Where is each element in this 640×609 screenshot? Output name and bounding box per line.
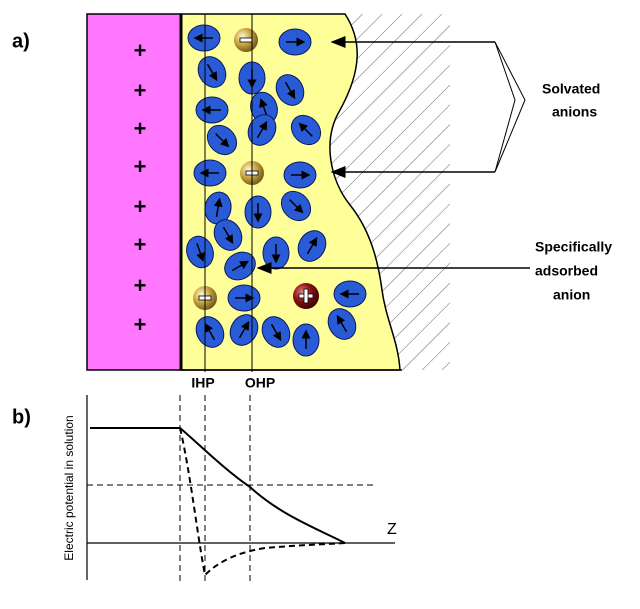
surface-charge: + (134, 312, 147, 337)
surface-charge: + (134, 154, 147, 179)
water-dipole (263, 237, 289, 269)
ohp-label: OHP (245, 375, 275, 391)
y-axis-label: Electric potential in solution (62, 415, 76, 560)
callout-text: anions (552, 104, 597, 120)
surface-charge: + (134, 232, 147, 257)
cation (293, 283, 319, 309)
figure: IHP OHP a) + + + + + + + + Solvated anions Spec… (0, 0, 640, 604)
guide-lines (87, 395, 375, 582)
water-dipole (228, 285, 260, 311)
callout-text: Solvated (542, 81, 600, 97)
water-dipole (279, 29, 311, 55)
callout-text: Specifically (535, 239, 612, 255)
surface-charge: + (134, 273, 147, 298)
panel-label: a) (12, 30, 30, 52)
surface-charge: + (134, 78, 147, 103)
callout-text: anion (553, 287, 590, 303)
water-dipole (334, 281, 366, 307)
bracket (495, 42, 525, 172)
water-dipole (245, 196, 271, 228)
surface-charge: + (134, 194, 147, 219)
water-dipole (284, 162, 316, 188)
water-dipole (196, 97, 228, 123)
surface-charge: + (134, 116, 147, 141)
surface-charge: + (134, 38, 147, 63)
water-dipole (293, 324, 319, 356)
water-dipole (188, 25, 220, 51)
water-dipole (194, 160, 226, 186)
ihp-label: IHP (191, 375, 214, 391)
callout-text: adsorbed (535, 263, 598, 279)
panel-label: b) (12, 406, 31, 428)
solvated-anion (234, 28, 258, 52)
x-axis-label: Z (387, 521, 397, 538)
